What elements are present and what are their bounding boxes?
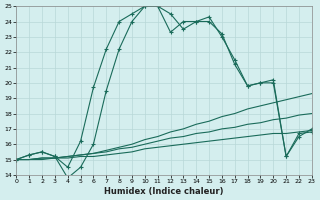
X-axis label: Humidex (Indice chaleur): Humidex (Indice chaleur): [104, 187, 224, 196]
